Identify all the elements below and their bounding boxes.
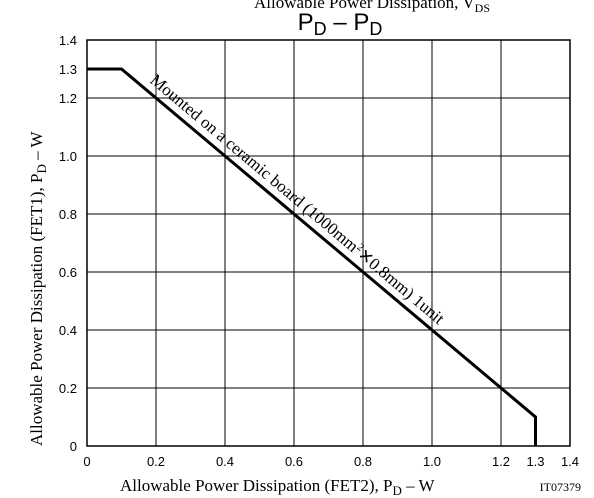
y-tick-label-6: 1.2 <box>59 91 77 106</box>
series-group <box>87 67 537 446</box>
chart-title: PD – PD <box>298 9 383 39</box>
x-tick-label-7: 1.3 <box>526 454 544 469</box>
y-tick-label-7: 1.3 <box>59 62 77 77</box>
x-tick-label-8: 1.4 <box>561 454 579 469</box>
x-tick-label-5: 1.0 <box>423 454 441 469</box>
grid-lines <box>87 40 570 446</box>
y-tick-label-5: 1.0 <box>59 149 77 164</box>
x-tick-label-3: 0.6 <box>285 454 303 469</box>
x-tick-labels: 0 0.2 0.4 0.6 0.8 1.0 1.2 1.3 1.4 <box>83 454 579 469</box>
y-tick-label-4: 0.8 <box>59 207 77 222</box>
curve-annotation: Mounted on a ceramic board (1000mm2✕0.8m… <box>146 70 448 328</box>
x-tick-label-1: 0.2 <box>147 454 165 469</box>
x-tick-label-6: 1.2 <box>492 454 510 469</box>
x-axis-label: Allowable Power Dissipation (FET2), PD –… <box>120 476 436 498</box>
plot-border <box>86 39 571 447</box>
series-line-0 <box>87 67 537 446</box>
y-tick-label-8: 1.4 <box>59 33 77 48</box>
y-tick-label-0: 0 <box>70 439 77 454</box>
plot-frame <box>86 39 571 447</box>
y-tick-labels: 0 0.2 0.4 0.6 0.8 1.0 1.2 1.3 1.4 <box>59 33 77 454</box>
x-tick-label-4: 0.8 <box>354 454 372 469</box>
y-axis-label: Allowable Power Dissipation (FET1), PD –… <box>27 130 49 446</box>
y-tick-label-3: 0.6 <box>59 265 77 280</box>
y-tick-label-2: 0.4 <box>59 323 77 338</box>
x-tick-label-0: 0 <box>83 454 90 469</box>
x-tick-label-2: 0.4 <box>216 454 234 469</box>
top-cropped-text: Allowable Power Dissipation, VDS <box>254 0 490 15</box>
y-tick-label-1: 0.2 <box>59 381 77 396</box>
figure-code: IT07379 <box>540 480 581 494</box>
